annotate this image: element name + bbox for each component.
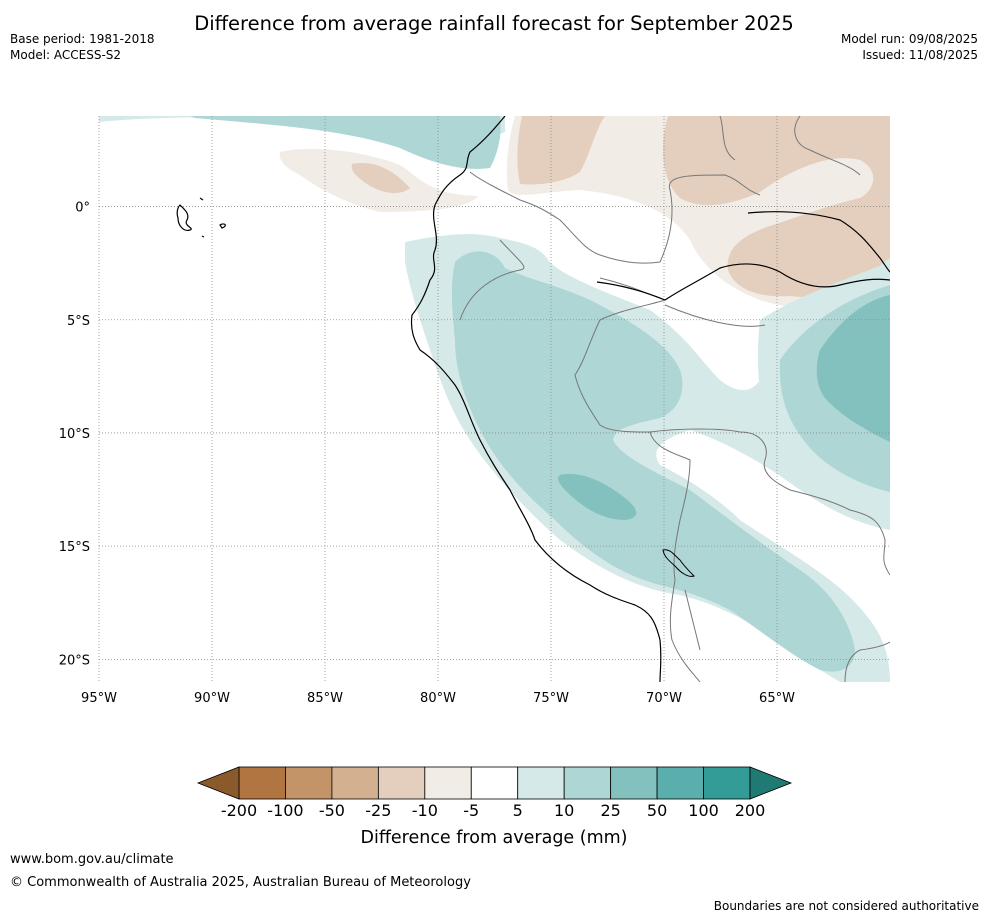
colorbar-bin [610,766,658,800]
colorbar-tick-label: 200 [735,801,766,820]
colorbar-bins [238,766,751,800]
longitude-label: 65°W [759,691,795,706]
footer-url[interactable]: www.bom.gov.au/climate [10,852,174,867]
lake-titicaca [662,549,695,577]
colorbar-tick-label: -25 [365,801,391,820]
east-mid-teal [816,295,890,442]
model-run-text: Model run: 09/08/2025 [840,32,978,46]
colorbar-min-arrow [196,766,240,800]
rainfall-anomaly-map: 95°W 90°W 85°W 80°W 75°W 70°W 65°W 0° 5°S 10°S 15… [59,116,890,706]
north-land-tan-b [663,116,890,299]
andes-teal [451,251,855,672]
colorbar-max-arrow [749,766,793,800]
longitude-label: 85°W [307,691,343,706]
north-land-tan-a [517,116,605,185]
colorbar-title: Difference from average (mm) [360,828,627,848]
colorbar-tick-label: -10 [412,801,438,820]
north-ocean-teal [190,116,501,169]
colorbar-bin [331,766,379,800]
colorbar-tick-label: -5 [463,801,479,820]
geographic-lines [176,116,890,682]
issued-text: Issued: 11/08/2025 [862,48,978,62]
longitude-label: 90°W [194,691,230,706]
colorbar-bin [238,766,286,800]
equatorial-tan [351,163,410,194]
latitude-label: 5°S [67,314,90,329]
latitude-label: 0° [75,201,90,216]
meta-right: Model run: 09/08/2025 Issued: 11/08/2025 [841,31,978,63]
latitude-label: 15°S [59,540,90,555]
meta-left: Base period: 1981-2018 Model: ACCESS-S2 [10,31,155,63]
colorbar-bin [517,766,565,800]
longitude-label: 75°W [533,691,569,706]
map-title: Difference from average rainfall forecas… [194,12,794,35]
colorbar-tick-label: -100 [267,801,303,820]
longitude-label: 80°W [420,691,456,706]
longitude-labels: 95°W 90°W 85°W 80°W 75°W 70°W 65°W [81,691,795,706]
country-borders [459,116,890,682]
anomaly-shading [99,116,890,682]
colorbar-bin [703,766,751,800]
andes-mid-teal [557,473,637,520]
colorbar-tick-label: 5 [513,801,523,820]
colorbar-bin [377,766,426,800]
colorbar-bin [285,766,333,800]
colorbar-tick-label: 100 [688,801,719,820]
longitude-label: 95°W [81,691,117,706]
latitude-label: 20°S [59,653,90,668]
footer-disclaimer: Boundaries are not considered authoritat… [713,899,979,913]
footer-copyright: © Commonwealth of Australia 2025, Austra… [10,875,471,890]
colorbar-tick-label: -200 [221,801,257,820]
colorbar-tick-label: -50 [319,801,345,820]
colorbar-tick-label: 50 [647,801,667,820]
colorbar-tick-labels: -200 -100 -50 -25 -10 -5 5 10 25 50 100 200 [221,801,765,820]
latitude-label: 10°S [59,427,90,442]
longitude-label: 70°W [646,691,682,706]
colorbar-bin [656,766,704,800]
colorbar-bin [563,766,612,800]
colorbar-bin [424,766,472,800]
latitude-labels: 0° 5°S 10°S 15°S 20°S [59,201,90,669]
colorbar-bin [470,766,519,800]
colorbar-tick-label: 10 [554,801,574,820]
model-text: Model: ACCESS-S2 [10,48,122,62]
coastline [176,116,890,682]
base-period-text: Base period: 1981-2018 [10,32,155,46]
map-gridlines [98,116,890,682]
colorbar-tick-label: 25 [600,801,620,820]
